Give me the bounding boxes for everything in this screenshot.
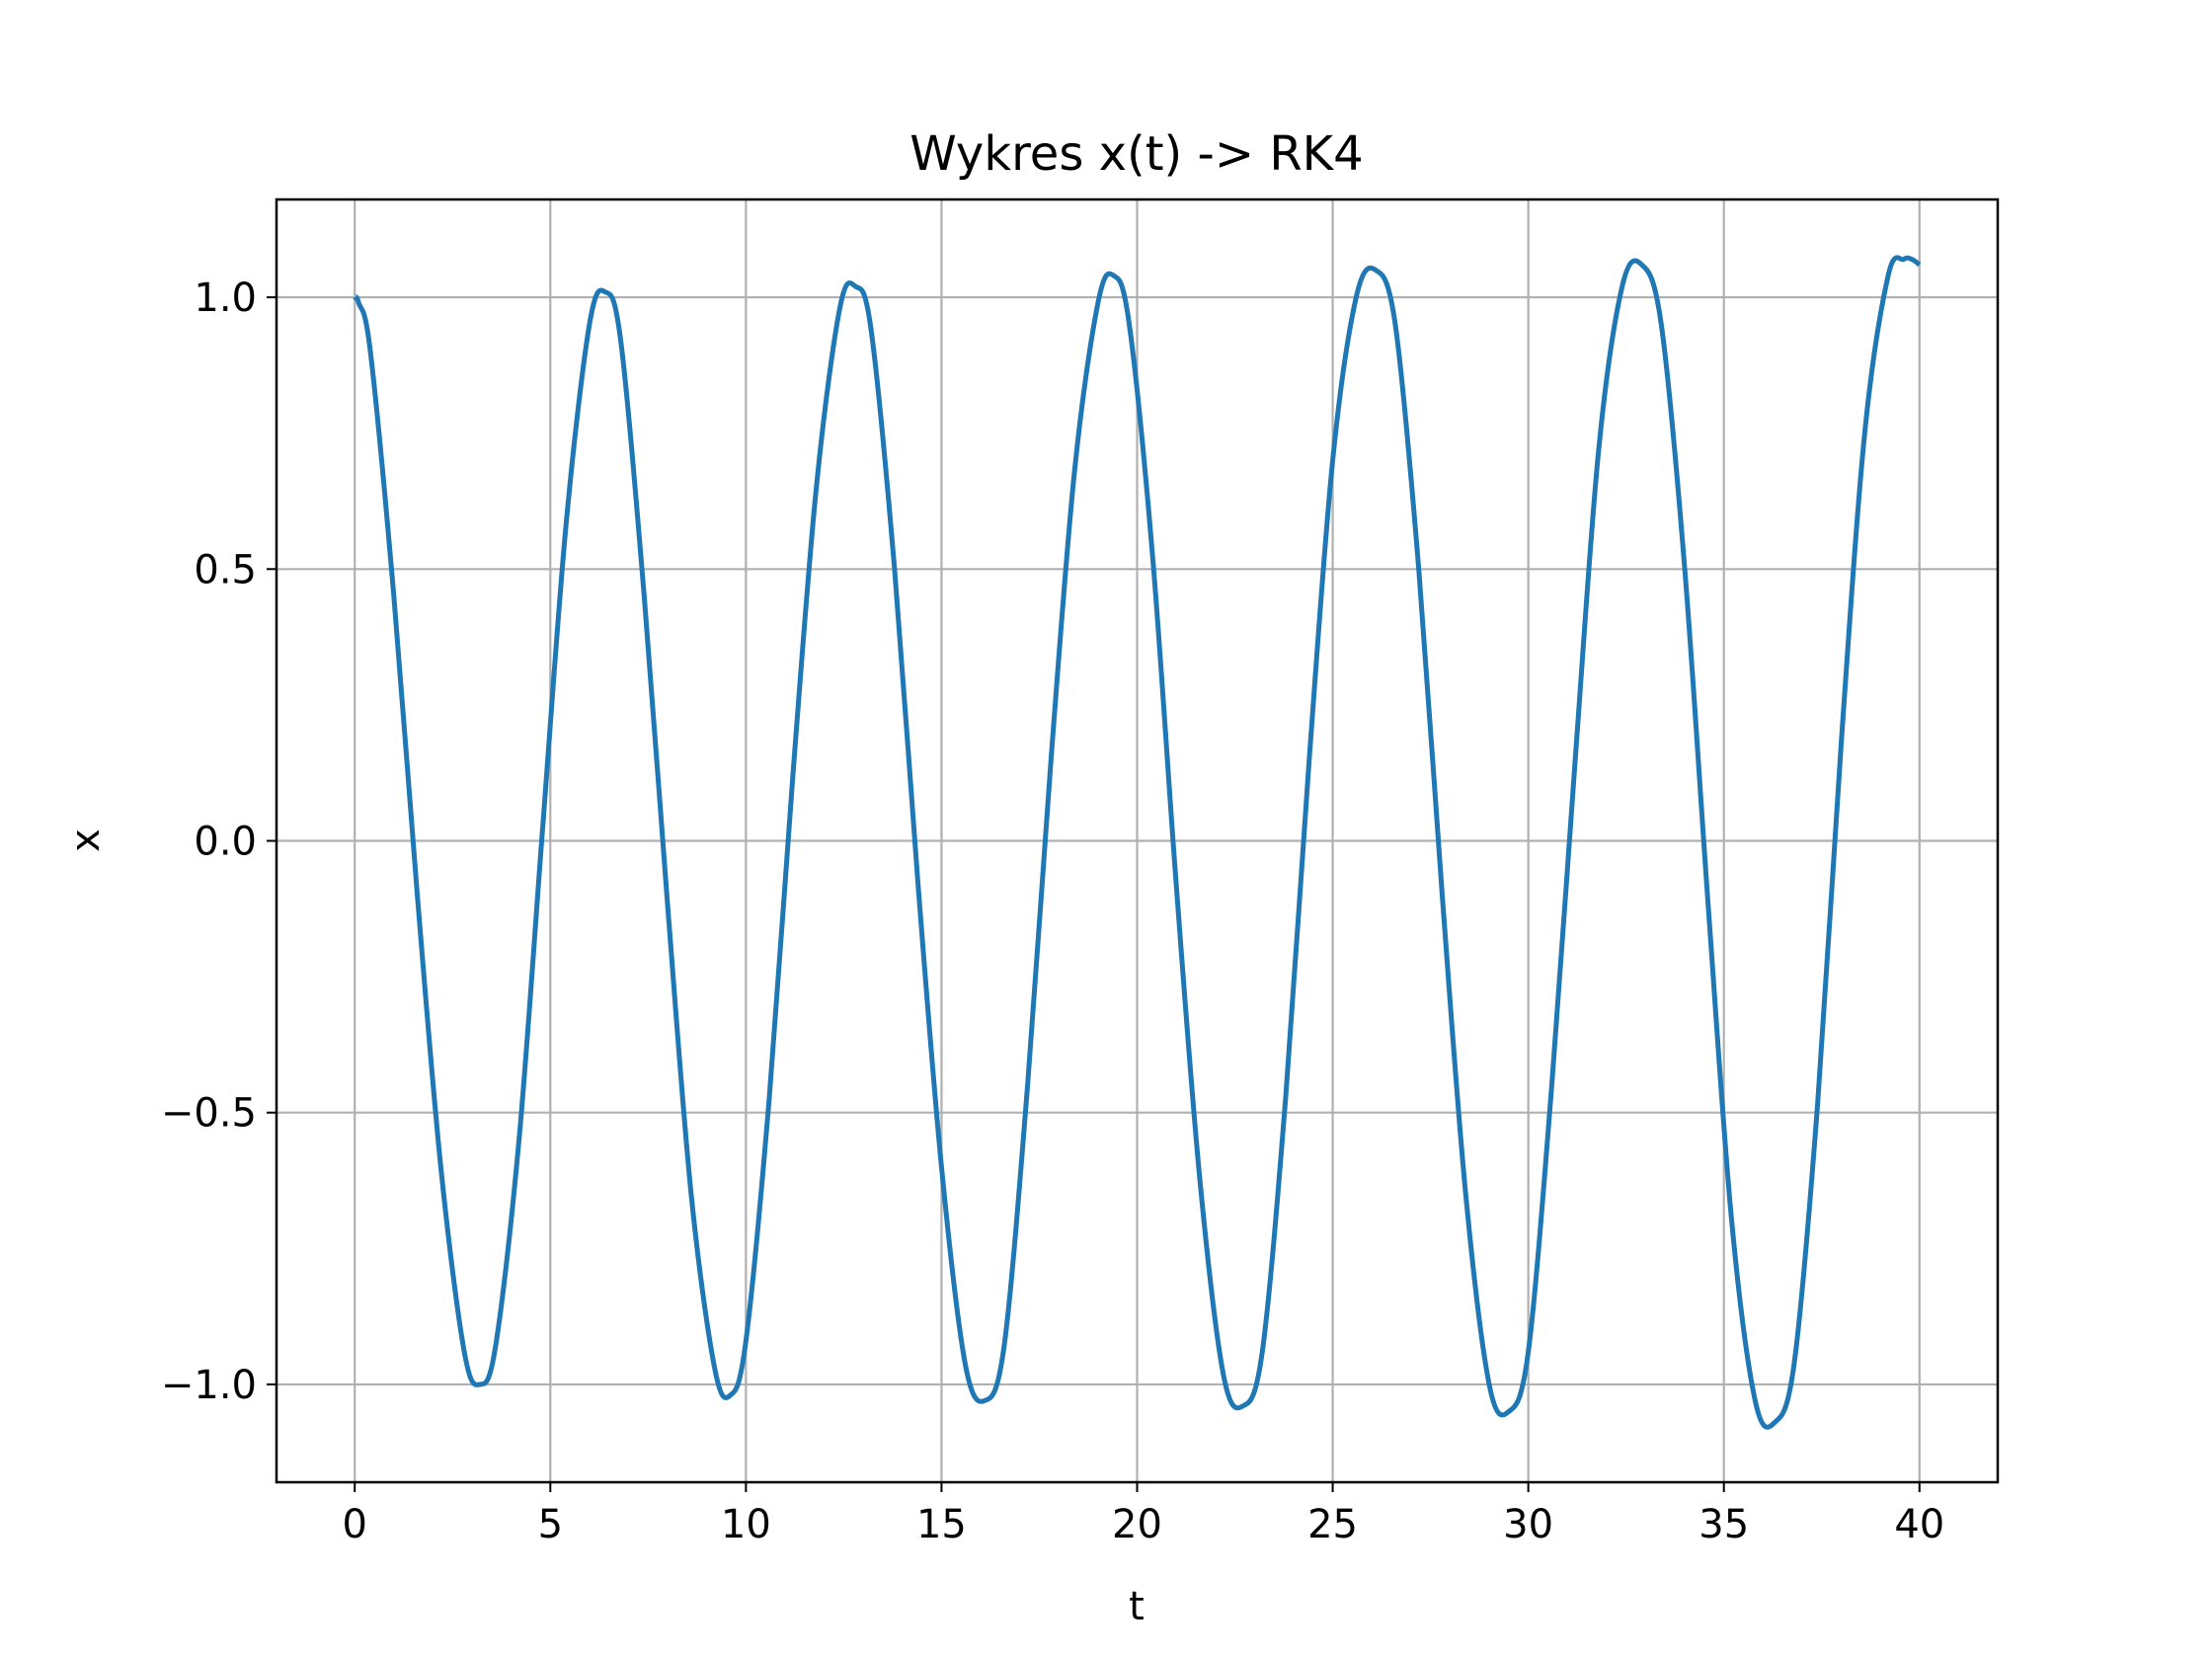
series-layer bbox=[352, 255, 1922, 1430]
y-tick-label: −0.5 bbox=[161, 1091, 257, 1137]
x-tick-label: 0 bbox=[343, 1502, 367, 1547]
x-axis-label: t bbox=[1129, 1584, 1145, 1629]
chart-title: Wykres x(t) -> RK4 bbox=[909, 126, 1363, 182]
x-tick-label: 40 bbox=[1894, 1502, 1944, 1547]
series-line bbox=[352, 255, 1922, 1430]
x-tick-label: 20 bbox=[1112, 1502, 1162, 1547]
y-axis-label: x bbox=[63, 829, 109, 852]
grid bbox=[276, 199, 1998, 1482]
y-tick-label: 0.5 bbox=[194, 547, 257, 592]
x-tick-label: 30 bbox=[1503, 1502, 1553, 1547]
y-tick-label: −1.0 bbox=[161, 1363, 257, 1408]
x-tick-label: 10 bbox=[721, 1502, 771, 1547]
x-tick-label: 25 bbox=[1307, 1502, 1358, 1547]
x-tick-label: 15 bbox=[916, 1502, 967, 1547]
x-tick-label: 35 bbox=[1698, 1502, 1749, 1547]
y-tick-label: 1.0 bbox=[194, 276, 257, 321]
y-tick-label: 0.0 bbox=[194, 820, 257, 865]
ticks: 0 5 10 15 20 25 30 35 40 −1.0 −0.5 0.0 0.5 1.0 bbox=[161, 276, 1944, 1547]
x-tick-label: 5 bbox=[538, 1502, 563, 1547]
